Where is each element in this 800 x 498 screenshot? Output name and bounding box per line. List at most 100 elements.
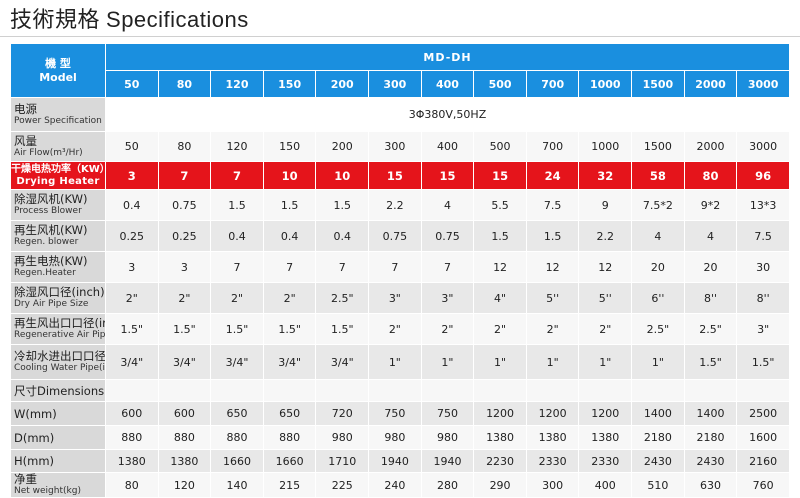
value-cell: 2330 [525,449,580,473]
value-cell: 7 [262,251,317,283]
value-cell: 80 [157,131,212,162]
model-number-cell: 200 [315,70,370,98]
value-cell: 50 [105,131,159,162]
model-number-cell: 50 [105,70,159,98]
value-cell: 650 [262,401,317,426]
value-cell: 2.2 [368,189,422,221]
value-cell: 3 [157,251,212,283]
empty-cell [210,379,264,402]
value-cell: 1.5 [525,220,580,252]
value-cell: 3/4" [262,344,317,380]
value-cell: 2000 [683,131,738,162]
value-cell: 880 [262,425,317,450]
value-cell: 12 [525,251,580,283]
empty-cell [578,379,633,402]
model-number-row: 50 80 120 150 200 300 400 500 700 1000 1500 2000 300… [11,70,790,98]
value-cell: 150 [262,131,317,162]
model-label-zh: 機 型 [45,56,71,70]
model-number-cell: 80 [157,70,212,98]
value-cell: 7 [315,251,370,283]
value-cell: 1.5" [262,313,317,345]
value-cell: 2" [368,313,422,345]
value-cell: 1940 [420,449,475,473]
empty-cell [736,379,790,402]
value-cell: 12 [473,251,527,283]
value-cell: 1200 [525,401,580,426]
value-cell: 1940 [368,449,422,473]
row-label-en: Regen.Heater [14,268,76,278]
value-cell: 1.5 [262,189,317,221]
value-cell: 720 [315,401,370,426]
value-cell: 4" [473,282,527,314]
value-cell: 1400 [683,401,738,426]
spec-row: 风量 Air Flow(m³/Hr) 50 80 120 150 200 300 400 500 7… [10,131,790,162]
value-cell: 80 [683,161,738,190]
value-cell: 2" [473,313,527,345]
empty-cell [368,379,422,402]
spec-row: 电源 Power Specification 3Φ380V,50HZ [10,97,790,132]
model-number-cell: 120 [210,70,264,98]
value-cell: 96 [736,161,790,190]
value-cell: 1.5 [473,220,527,252]
value-cell: 1" [473,344,527,380]
value-cell: 3" [736,313,790,345]
value-cell: 3 [105,251,159,283]
row-label-zh: 净重 [14,472,37,486]
value-cell: 5'' [525,282,580,314]
value-cell: 1660 [210,449,264,473]
value-cell: 120 [157,472,212,498]
row-label-en: Drying Heater [16,175,100,187]
row-label: 再生电热(KW) Regen.Heater [10,251,106,283]
value-cell: 2230 [473,449,527,473]
value-cell: 2430 [683,449,738,473]
value-cell: 5'' [578,282,633,314]
empty-cell [683,379,738,402]
value-cell: 15 [420,161,475,190]
value-cell: 15 [473,161,527,190]
value-cell: 0.4 [105,189,159,221]
value-cell: 1.5" [736,344,790,380]
value-cell: 2" [105,282,159,314]
spec-row: 再生风机(KW) Regen. blower 0.25 0.25 0.4 0.4 0.4 0.… [10,220,790,252]
value-cell: 120 [210,131,264,162]
value-cell: 2.5" [315,282,370,314]
value-cell: 3/4" [210,344,264,380]
spec-row: 除湿风口径(inch) Dry Air Pipe Size 2" 2" 2" 2" 2.5"… [10,282,790,314]
value-cell: 140 [210,472,264,498]
page-title-zh: 技術規格 [10,8,101,33]
value-cell: 1" [420,344,475,380]
row-label-zh: 尺寸Dimensions [14,383,105,398]
value-cell: 750 [420,401,475,426]
spec-row: 净重 Net weight(kg) 80 120 140 215 225 240 280 290 3… [10,472,790,498]
model-label-en: Model [39,70,77,84]
row-label-en: Power Specification [14,115,102,126]
empty-cell [420,379,475,402]
row-label-en: Net weight(kg) [14,486,81,496]
value-cell: 1500 [631,131,685,162]
value-cell: 20 [683,251,738,283]
power-spec-value: 3Φ380V,50HZ [105,97,790,132]
value-cell: 7 [420,251,475,283]
value-cell: 2160 [736,449,790,473]
value-cell: 1200 [473,401,527,426]
value-cell: 0.25 [105,220,159,252]
value-cell: 80 [105,472,159,498]
value-cell: 3" [368,282,422,314]
value-cell: 1380 [578,425,633,450]
value-cell: 0.25 [157,220,212,252]
value-cell: 760 [736,472,790,498]
value-cell: 4 [683,220,738,252]
row-label-en: Cooling Water Pipe(inch) [14,363,106,373]
row-label-zh: 电源 [14,101,37,116]
value-cell: 600 [105,401,159,426]
spec-row: H(mm) 1380 1380 1660 1660 1710 1940 1940 2230 233… [10,449,790,473]
value-cell: 13*3 [736,189,790,221]
value-cell: 215 [262,472,317,498]
empty-cell [525,379,580,402]
value-cell: 2" [262,282,317,314]
value-cell: 2.2 [578,220,633,252]
value-cell: 400 [578,472,633,498]
row-label: 电源 Power Specification [10,97,106,132]
row-label: 净重 Net weight(kg) [10,472,106,498]
